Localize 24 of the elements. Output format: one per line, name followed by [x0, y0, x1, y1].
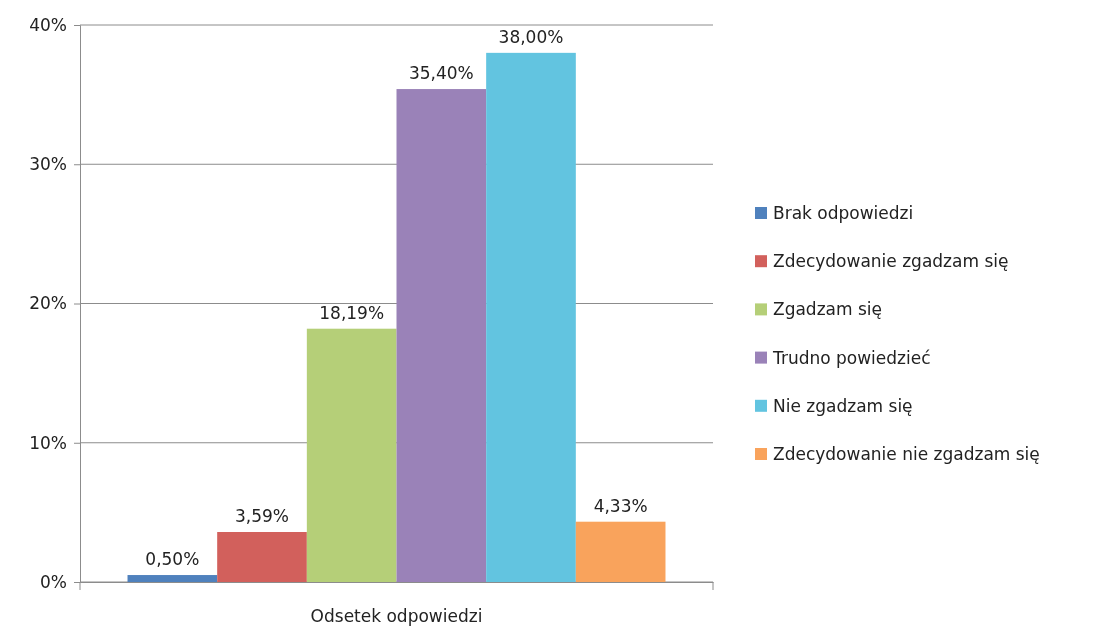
legend-label: Brak odpowiedzi	[773, 203, 914, 223]
y-tick-label: 40%	[29, 14, 67, 35]
bar	[396, 89, 487, 582]
bar	[575, 521, 666, 582]
y-tick-label: 0%	[40, 571, 67, 592]
y-tick-label: 20%	[29, 293, 67, 314]
bar	[486, 52, 576, 582]
bar	[127, 575, 218, 582]
legend-label: Trudno powiedzieć	[772, 347, 931, 368]
legend-label: Zdecydowanie nie zgadzam się	[773, 444, 1040, 464]
data-label: 3,59%	[235, 506, 290, 527]
legend-label: Zgadzam się	[773, 299, 882, 320]
data-label: 38,00%	[498, 26, 564, 47]
x-tick-label: Odsetek odpowiedzi	[310, 606, 483, 627]
data-label: 35,40%	[408, 63, 474, 84]
data-label: 18,19%	[319, 302, 385, 323]
legend-label: Zdecydowanie zgadzam się	[773, 251, 1009, 272]
bar	[306, 328, 397, 582]
data-label: 4,33%	[593, 495, 648, 516]
bar	[217, 532, 307, 582]
y-tick-label: 10%	[29, 432, 67, 453]
y-tick-label: 30%	[29, 154, 67, 175]
legend-label: Nie zgadzam się	[773, 395, 913, 416]
data-label: 0,50%	[145, 549, 200, 570]
